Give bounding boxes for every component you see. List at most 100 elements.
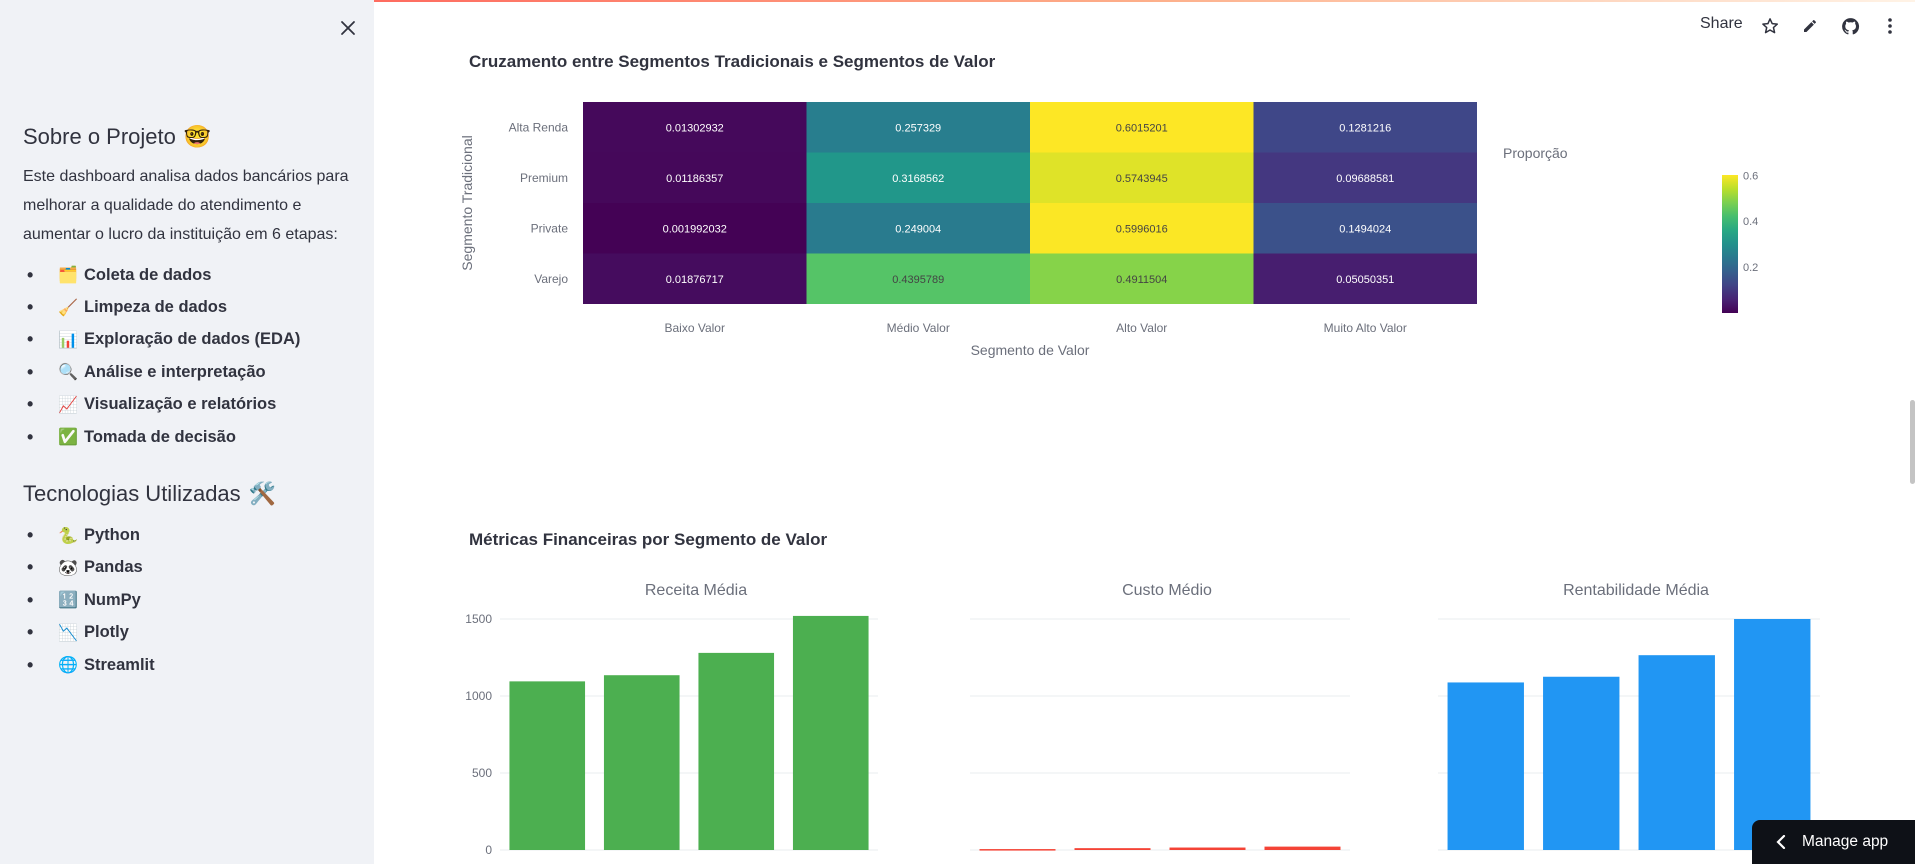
tech-item: • 📉 Plotly [23,617,353,649]
y-tick-label: Premium [520,171,568,185]
tech-list: • 🐍 Python • 🐼 Pandas • 🔢 NumPy • 📉 Plotly • 🌐 Streaml… [23,519,353,681]
tech-emoji-icon: 🌐 [58,657,78,675]
bar [792,615,869,850]
manage-app-button[interactable]: Manage app [1752,820,1915,864]
tools-emoji-icon: 🛠️ [248,481,277,507]
heatmap-cell-label: 0.6015201 [1116,122,1168,134]
heatmap-cell-label: 0.01302932 [666,122,724,134]
x-axis-title: Segmento de Valor [971,342,1090,358]
step-item: • ✅ Tomada de decisão [23,421,353,453]
tech-item: • 🐍 Python [23,519,353,551]
tech-item: • 🔢 NumPy [23,584,353,616]
favorite-button[interactable] [1758,14,1782,38]
heatmap-cell [1030,152,1254,203]
bar [698,652,775,850]
tech-label: Pandas [84,558,143,577]
heatmap-cell-label: 0.249004 [895,223,941,235]
bar [603,675,680,850]
bar [1447,682,1524,850]
bullet-icon: • [27,264,34,285]
steps-list: • 🗂️ Coleta de dados • 🧹 Limpeza de dados • 📊 Ex… [23,259,353,453]
step-item: • 📊 Exploração de dados (EDA) [23,324,353,356]
colorbar-tick-label: 0.6 [1743,170,1758,182]
star-icon [1762,18,1779,34]
share-button[interactable]: Share [1700,15,1743,32]
subplot-title: Rentabilidade Média [1563,582,1709,599]
tech-emoji-icon: 📉 [58,624,78,642]
bar [1734,619,1811,850]
close-icon [341,21,355,35]
step-emoji-icon: ✅ [58,429,78,447]
bullet-icon: • [27,557,34,578]
colorbar [1722,175,1738,313]
tech-emoji-icon: 🐼 [58,559,78,577]
github-button[interactable] [1838,14,1862,38]
main-menu-button[interactable] [1878,14,1902,38]
pencil-icon [1804,20,1816,32]
heatmap-cell [806,253,1030,304]
heatmap-cell [583,253,807,304]
heatmap-cell-label: 0.09688581 [1336,173,1394,185]
step-emoji-icon: 📊 [58,331,78,349]
chevron-left-icon [1776,835,1786,849]
heatmap-cell [1030,203,1254,254]
about-heading: Sobre o Projeto 🤓 [23,124,353,150]
step-label: Tomada de decisão [84,427,236,446]
heatmap-cell-label: 0.1281216 [1339,122,1391,134]
tech-heading-text: Tecnologias Utilizadas [23,481,241,507]
bar [1074,848,1151,850]
heatmap-cell [1253,203,1477,254]
heatmap-cell-label: 0.05050351 [1336,274,1394,286]
colorbar-tick-label: 0.2 [1743,262,1758,274]
bullet-icon: • [27,329,34,350]
financial-bar-charts[interactable]: Receita Média 1500 1000 500 0 Custo Médio Rent… [450,570,1850,864]
bullet-icon: • [27,654,34,675]
y-tick-label: Alta Renda [509,120,569,134]
heatmap-cell-label: 0.257329 [895,122,941,134]
bullet-icon: • [27,394,34,415]
manage-app-label: Manage app [1802,833,1889,850]
close-sidebar-button[interactable] [336,16,360,40]
bar [1543,676,1620,850]
tech-item: • 🐼 Pandas [23,552,353,584]
y-tick-label: 1500 [465,612,492,626]
heatmap-cell-label: 0.5743945 [1116,173,1168,185]
y-tick-label: 1000 [465,689,492,703]
heatmap-cell [806,102,1030,153]
step-item: • 🗂️ Coleta de dados [23,259,353,291]
bullet-icon: • [27,525,34,546]
step-label: Coleta de dados [84,265,212,284]
bar [1638,655,1715,850]
y-axis-title: Segmento Tradicional [460,135,475,270]
scrollbar-thumb[interactable] [1910,400,1915,484]
top-decoration-bar [0,0,1915,2]
about-heading-text: Sobre o Projeto [23,124,176,149]
tech-heading: Tecnologias Utilizadas 🛠️ [23,481,353,507]
step-item: • 🧹 Limpeza de dados [23,291,353,323]
tech-label: NumPy [84,590,141,609]
bullet-icon: • [27,426,34,447]
more-vertical-icon [1888,18,1892,34]
tech-emoji-icon: 🐍 [58,527,78,545]
tech-label: Python [84,526,140,545]
x-tick-label: Baixo Valor [665,321,725,335]
y-tick-label: 500 [472,766,492,780]
heatmap-section-title: Cruzamento entre Segmentos Tradicionais … [469,52,996,71]
y-tick-label: 0 [485,843,492,857]
colorbar-tick-label: 0.4 [1743,216,1758,228]
step-emoji-icon: 🔍 [58,364,78,382]
heatmap-cell [583,203,807,254]
heatmap-cell [1030,253,1254,304]
heatmap-cell-label: 0.01876717 [666,274,724,286]
step-label: Limpeza de dados [84,298,228,317]
bullet-icon: • [27,361,34,382]
step-emoji-icon: 🧹 [58,299,78,317]
step-label: Visualização e relatórios [84,395,277,414]
step-item: • 🔍 Análise e interpretação [23,356,353,388]
about-description: Este dashboard analisa dados bancários p… [23,168,349,243]
tech-label: Plotly [84,623,129,642]
edit-button[interactable] [1798,14,1822,38]
heatmap-cell [1253,253,1477,304]
heatmap-chart[interactable]: 0.01302932 0.257329 0.6015201 0.1281216 Alta… [460,95,1820,445]
subplot-title: Custo Médio [1122,582,1212,599]
